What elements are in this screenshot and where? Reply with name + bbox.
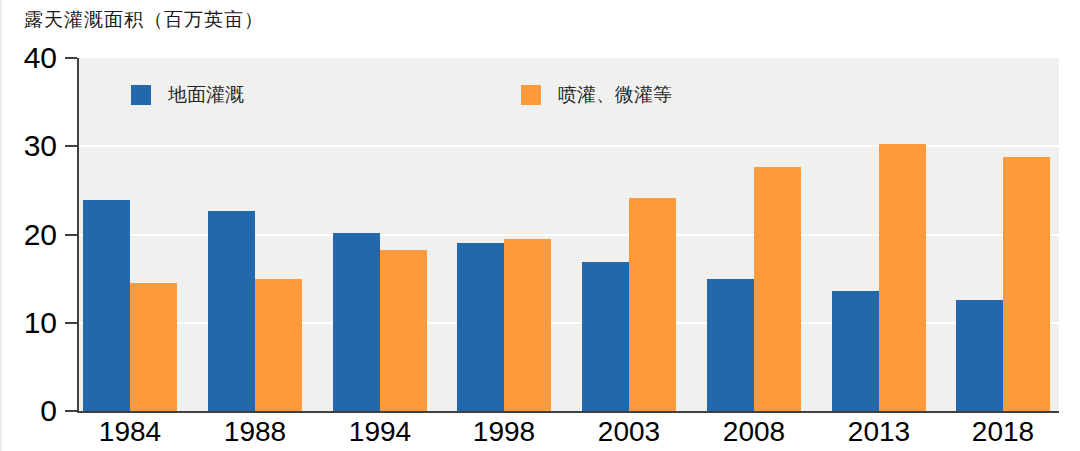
bar-series0-2003 — [582, 262, 629, 411]
bar-series1-2003 — [629, 198, 676, 411]
bar-series0-1988 — [208, 211, 255, 411]
x-tick-label-1998: 1998 — [473, 417, 535, 447]
chart-page: 露天灌溉面积（百万英亩） 地面灌溉 喷灌、微灌等 0 10 20 30 40 1984 19… — [0, 0, 1080, 451]
y-tick-label-20: 20 — [7, 220, 57, 250]
bar-series1-2013 — [879, 144, 926, 411]
plot-area — [79, 58, 1059, 411]
bar-series1-1988 — [255, 279, 302, 411]
y-tick-label-10: 10 — [7, 308, 57, 338]
x-tick-label-1984: 1984 — [99, 417, 161, 447]
bar-series1-2018 — [1003, 157, 1050, 411]
y-tick-label-30: 30 — [7, 131, 57, 161]
y-tick-20 — [65, 234, 77, 236]
legend-swatch-sprinkler-micro — [521, 85, 541, 105]
x-tick-label-2018: 2018 — [972, 417, 1034, 447]
bar-series0-1984 — [83, 200, 130, 411]
y-tick-10 — [65, 322, 77, 324]
x-tick-label-1988: 1988 — [224, 417, 286, 447]
legend-item-sprinkler-micro: 喷灌、微灌等 — [521, 85, 672, 105]
y-tick-label-0: 0 — [7, 396, 57, 426]
bar-series0-2008 — [707, 279, 754, 411]
x-axis-line — [77, 411, 1059, 413]
bar-series0-1994 — [333, 233, 380, 411]
chart-title: 露天灌溉面积（百万英亩） — [24, 7, 264, 33]
y-tick-label-40: 40 — [7, 43, 57, 73]
bar-series1-1998 — [504, 239, 551, 411]
bar-series0-2013 — [832, 291, 879, 411]
legend-label-surface-irrigation: 地面灌溉 — [168, 85, 244, 105]
legend-swatch-surface-irrigation — [131, 85, 151, 105]
bar-series0-1998 — [457, 243, 504, 411]
y-tick-30 — [65, 145, 77, 147]
x-tick-label-2013: 2013 — [848, 417, 910, 447]
y-tick-40 — [65, 57, 77, 59]
bar-series1-1994 — [380, 250, 427, 411]
legend-label-sprinkler-micro: 喷灌、微灌等 — [558, 85, 672, 105]
y-tick-0 — [65, 410, 77, 412]
x-tick-label-2008: 2008 — [723, 417, 785, 447]
y-axis-line — [77, 58, 79, 413]
bar-series1-2008 — [754, 167, 801, 411]
x-tick-label-2003: 2003 — [598, 417, 660, 447]
x-tick-label-1994: 1994 — [349, 417, 411, 447]
bar-series1-1984 — [130, 283, 177, 411]
legend-item-surface-irrigation: 地面灌溉 — [131, 85, 244, 105]
bar-series0-2018 — [956, 300, 1003, 411]
